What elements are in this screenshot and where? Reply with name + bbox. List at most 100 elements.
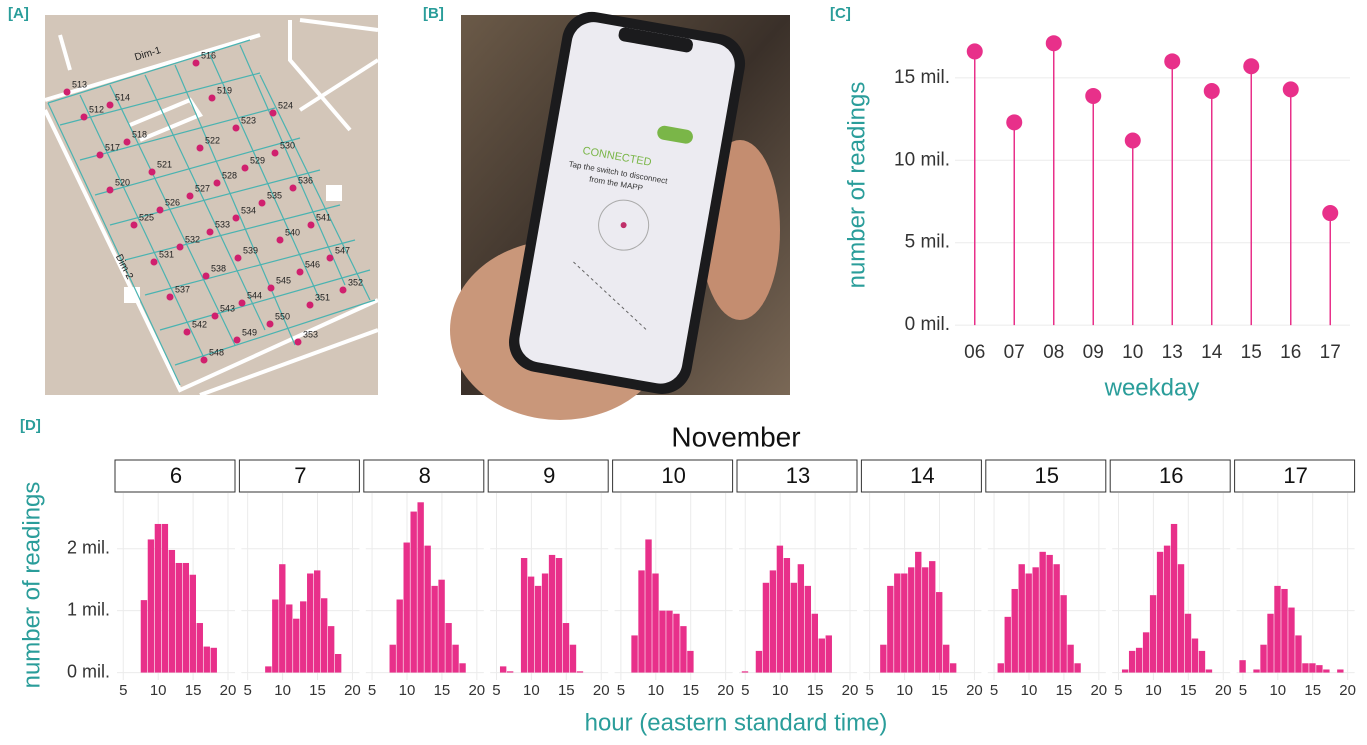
map-node xyxy=(269,109,277,117)
map-node-label: 520 xyxy=(115,177,130,187)
map-node xyxy=(206,228,214,236)
x-tick-label: 13 xyxy=(1162,342,1183,363)
histogram-bar xyxy=(410,511,417,673)
map-node xyxy=(123,138,131,146)
histogram-bar xyxy=(438,579,445,673)
x-tick-label: 10 xyxy=(896,682,913,699)
histogram-bar xyxy=(680,626,687,673)
map-node xyxy=(289,184,297,192)
histogram-bar xyxy=(1295,635,1302,673)
lollipop-head xyxy=(1124,132,1141,149)
y-tick-label: 2 mil. xyxy=(67,537,110,557)
histogram-bar xyxy=(687,650,694,673)
x-tick-label: 16 xyxy=(1280,342,1301,363)
histogram-bar xyxy=(638,570,645,673)
map-node xyxy=(271,149,279,157)
map-node-label: 536 xyxy=(298,175,313,185)
histogram-bar xyxy=(300,601,307,673)
histogram-bar xyxy=(769,570,777,673)
map-node-label: 528 xyxy=(222,170,237,180)
histogram-bar xyxy=(459,663,466,673)
x-tick-label: 5 xyxy=(866,682,874,699)
map-node-label: 514 xyxy=(115,92,130,102)
histogram-bar xyxy=(1025,573,1032,673)
histogram-bar xyxy=(804,585,812,673)
map-node xyxy=(296,268,304,276)
facet-strip xyxy=(487,459,609,493)
histogram-bar xyxy=(825,635,832,673)
histogram-bar xyxy=(1239,660,1246,673)
lollipop-head xyxy=(1164,53,1181,70)
x-tick-label: 10 xyxy=(1145,682,1162,699)
facet-title: 9 xyxy=(543,463,555,488)
map-node xyxy=(233,336,241,344)
histogram-bar xyxy=(1316,665,1323,673)
map-node-label: 527 xyxy=(195,183,210,193)
panel-label: [C] xyxy=(830,5,851,22)
x-tick-label: 5 xyxy=(1114,682,1122,699)
map-node xyxy=(234,254,242,262)
map-node-label: 518 xyxy=(132,129,147,139)
map-node xyxy=(241,164,249,172)
histogram-bar xyxy=(541,573,549,673)
y-tick-label: 15 mil. xyxy=(894,67,950,88)
map-node xyxy=(266,320,274,328)
facet-title: 16 xyxy=(1159,463,1183,488)
x-tick-label: 15 xyxy=(807,682,824,699)
map-node-label: 352 xyxy=(348,277,363,287)
map-node xyxy=(339,286,347,294)
histogram-bar xyxy=(534,585,542,673)
histogram-bar xyxy=(929,561,936,673)
facet-title: 15 xyxy=(1035,463,1059,488)
lollipop-head xyxy=(966,43,983,60)
grid xyxy=(47,39,376,386)
lollipop-head xyxy=(1006,114,1023,131)
histogram-bar xyxy=(334,653,342,673)
histogram-bar xyxy=(1191,638,1199,673)
map-node-label: 519 xyxy=(217,85,232,95)
histogram-bar xyxy=(673,613,680,673)
map-node-label: 532 xyxy=(185,234,200,244)
histogram-bar xyxy=(1128,650,1136,673)
histogram-bar xyxy=(161,523,169,673)
histogram-bar xyxy=(154,523,162,673)
histogram-bar xyxy=(887,585,894,673)
histogram-bar xyxy=(265,666,272,673)
x-tick-label: 15 xyxy=(931,682,948,699)
histogram-bar xyxy=(286,604,293,673)
histogram-bar xyxy=(555,558,563,673)
map-node xyxy=(196,144,204,152)
histogram-bar xyxy=(741,671,749,673)
map-node-label: 549 xyxy=(242,327,257,337)
histogram-bar xyxy=(631,635,638,673)
histogram-bar xyxy=(1170,523,1178,673)
facet-strip xyxy=(238,459,360,493)
histogram-bar xyxy=(576,671,584,673)
map-node-label: 546 xyxy=(305,259,320,269)
map-node-label: 351 xyxy=(315,292,330,302)
histogram-bar xyxy=(210,647,217,673)
map-node xyxy=(276,236,284,244)
map-node xyxy=(176,243,184,251)
facet-title: 6 xyxy=(170,463,182,488)
x-tick-label: 20 xyxy=(717,682,734,699)
x-axis-title: weekday xyxy=(1104,374,1200,401)
lollipop-head xyxy=(1085,87,1102,104)
facet-strip xyxy=(1234,459,1356,493)
x-tick-label: 20 xyxy=(220,682,237,699)
histogram-bar xyxy=(776,545,784,673)
histogram-bar xyxy=(1060,595,1067,673)
x-tick-label: 10 xyxy=(772,682,789,699)
map-background xyxy=(45,15,378,395)
histogram-bar xyxy=(1281,588,1288,673)
y-tick-label: 0 mil. xyxy=(905,314,950,335)
map-node xyxy=(238,299,246,307)
map-node-label: 538 xyxy=(211,263,226,273)
panel-label: [D] xyxy=(20,417,41,434)
map-node xyxy=(63,88,71,96)
panel-label: [A] xyxy=(8,5,29,22)
histogram-bar xyxy=(499,666,507,673)
histogram-bar xyxy=(1018,564,1025,673)
map-node-label: 531 xyxy=(159,249,174,259)
histogram-bar xyxy=(1149,595,1157,673)
